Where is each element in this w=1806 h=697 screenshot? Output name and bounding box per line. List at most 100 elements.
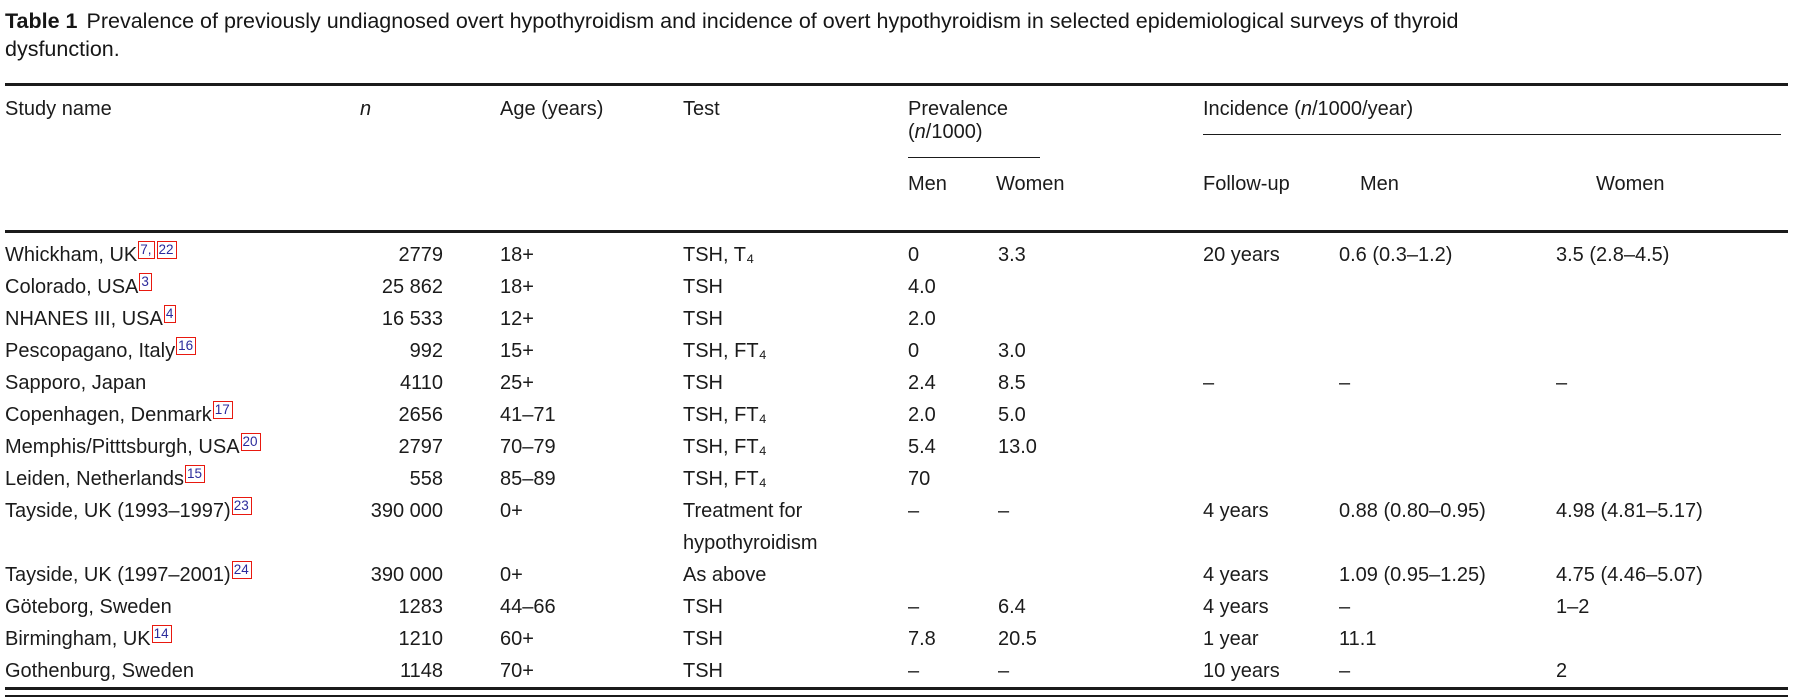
table-row: Whickham, UK 7, 22 2779 18+ TSH, T₄ 0 3.3 20 yea… [5, 232, 1788, 272]
study-name: Tayside, UK (1993–1997) [5, 500, 231, 522]
cell-prev-men: 2.0 [908, 308, 936, 330]
cell-inc-women [1548, 431, 1788, 463]
cell-follow-up: 10 years [1203, 660, 1280, 682]
data-table: Study name n Age (years) Test Prevalence… [5, 83, 1789, 687]
study-name: Pescopagano, Italy [5, 340, 176, 362]
reference-link[interactable]: 22 [156, 241, 177, 259]
cell-age: 18+ [500, 244, 534, 266]
col-header-n: n [360, 98, 372, 120]
cell-prev-men: 70 [908, 468, 931, 490]
header-row-groups: Study name n Age (years) Test Prevalence… [5, 85, 1788, 159]
cell-inc-women [1548, 463, 1788, 495]
cell-age: 0+ [500, 500, 523, 522]
cell-test: TSH, FT₄ [683, 436, 767, 458]
table-number: Table 1 [5, 9, 78, 33]
cell-test: TSH, FT₄ [683, 404, 767, 426]
study-name: Leiden, Netherlands [5, 468, 185, 490]
header-row-sub: Men Women Follow-up Men Women [5, 158, 1789, 233]
cell-prev-men: 5.4 [908, 436, 936, 458]
cell-study: Pescopagano, Italy 16 [5, 335, 350, 367]
col-header-prevalence-men: Men [900, 158, 993, 233]
cell-inc-women [1548, 623, 1788, 655]
cell-prev-men: 2.0 [908, 404, 936, 426]
cell-inc-men: – [1339, 372, 1351, 394]
cell-n: 2779 [398, 244, 444, 266]
reference-link[interactable]: 15 [185, 465, 206, 483]
cell-study: Copenhagen, Denmark 17 [5, 399, 350, 431]
reference-link[interactable]: 4 [163, 305, 177, 323]
cell-follow-up [1195, 399, 1335, 431]
reference-link[interactable]: 7, [138, 241, 155, 259]
study-name: Göteborg, Sweden [5, 596, 172, 618]
cell-inc-men [1335, 431, 1548, 463]
cell-follow-up [1195, 335, 1335, 367]
cell-n: 1283 [398, 596, 444, 618]
reference-link[interactable]: 16 [176, 337, 197, 355]
cell-prev-women: 3.3 [998, 244, 1026, 266]
cell-follow-up: 4 years [1203, 500, 1269, 522]
cell-n: 558 [409, 468, 443, 490]
cell-age: 70+ [500, 660, 534, 682]
cell-age: 60+ [500, 628, 534, 650]
cell-inc-men: 11.1 [1339, 628, 1377, 650]
cell-study: Birmingham, UK 14 [5, 623, 350, 655]
study-name: Tayside, UK (1997–2001) [5, 564, 231, 586]
group-header-incidence: Incidence (n/1000/year) [1195, 85, 1788, 159]
cell-inc-men [1335, 335, 1548, 367]
study-name: Colorado, USA [5, 276, 139, 298]
cell-prev-women: 3.0 [998, 340, 1026, 362]
cell-n: 25 862 [381, 276, 443, 298]
table-row: Pescopagano, Italy 16 992 15+ TSH, FT₄ 0 3.0 [5, 335, 1788, 367]
cell-age: 25+ [500, 372, 534, 394]
cell-test: As above [683, 564, 767, 586]
cell-follow-up: 4 years [1203, 564, 1269, 586]
cell-n: 2797 [398, 436, 444, 458]
reference-link[interactable]: 3 [139, 273, 152, 291]
cell-study: Whickham, UK 7, 22 [5, 232, 350, 272]
cell-age: 0+ [500, 564, 523, 586]
cell-test: TSH [683, 660, 723, 682]
cell-inc-women: 2 [1556, 660, 1568, 682]
reference-link[interactable]: 24 [231, 561, 252, 579]
cell-prev-women: – [998, 500, 1010, 522]
reference-link[interactable]: 17 [212, 401, 233, 419]
col-header-prevalence-women: Women [993, 158, 1195, 233]
cell-follow-up [1195, 431, 1335, 463]
cell-prev-women [993, 559, 1195, 591]
cell-age: 70–79 [500, 436, 556, 458]
cell-prev-women: 13.0 [998, 436, 1037, 458]
table-row: Copenhagen, Denmark 17 2656 41–71 TSH, FT₄ 2.… [5, 399, 1788, 431]
cell-prev-women: – [998, 660, 1010, 682]
cell-prev-men: 4.0 [908, 276, 936, 298]
cell-prev-women: 5.0 [998, 404, 1026, 426]
reference-link[interactable]: 14 [151, 625, 172, 643]
reference-link[interactable]: 20 [240, 433, 261, 451]
study-name: Birmingham, UK [5, 628, 151, 650]
cell-prev-men: – [908, 660, 920, 682]
cell-age: 85–89 [500, 468, 556, 490]
cell-follow-up: 4 years [1203, 596, 1269, 618]
reference-link[interactable]: 23 [231, 497, 252, 515]
study-name: Copenhagen, Denmark [5, 404, 212, 426]
cell-n: 1210 [398, 628, 444, 650]
cell-inc-women: 3.5 (2.8–4.5) [1556, 244, 1670, 266]
cell-inc-women: 4.75 (4.46–5.07) [1556, 564, 1703, 586]
table-row: Sapporo, Japan 4110 25+ TSH 2.4 8.5 – – – [5, 367, 1788, 399]
cell-inc-women: 4.98 (4.81–5.17) [1556, 500, 1703, 522]
cell-prev-women: 6.4 [998, 596, 1026, 618]
cell-inc-women [1548, 399, 1788, 431]
cell-test: TSH [683, 372, 723, 394]
cell-prev-women [993, 271, 1195, 303]
cell-inc-women [1548, 335, 1788, 367]
cell-prev-men: 0 [908, 244, 920, 266]
cell-age: 41–71 [500, 404, 556, 426]
cell-test: TSH [683, 628, 723, 650]
cell-test: TSH [683, 276, 723, 298]
cell-inc-women: 1–2 [1556, 596, 1590, 618]
col-header-test: Test [683, 98, 720, 120]
cell-prev-women [993, 463, 1195, 495]
cell-study: NHANES III, USA 4 [5, 303, 350, 335]
cell-prev-women: 8.5 [998, 372, 1026, 394]
cell-prev-men: 0 [908, 340, 920, 362]
cell-prev-men: – [908, 500, 920, 522]
